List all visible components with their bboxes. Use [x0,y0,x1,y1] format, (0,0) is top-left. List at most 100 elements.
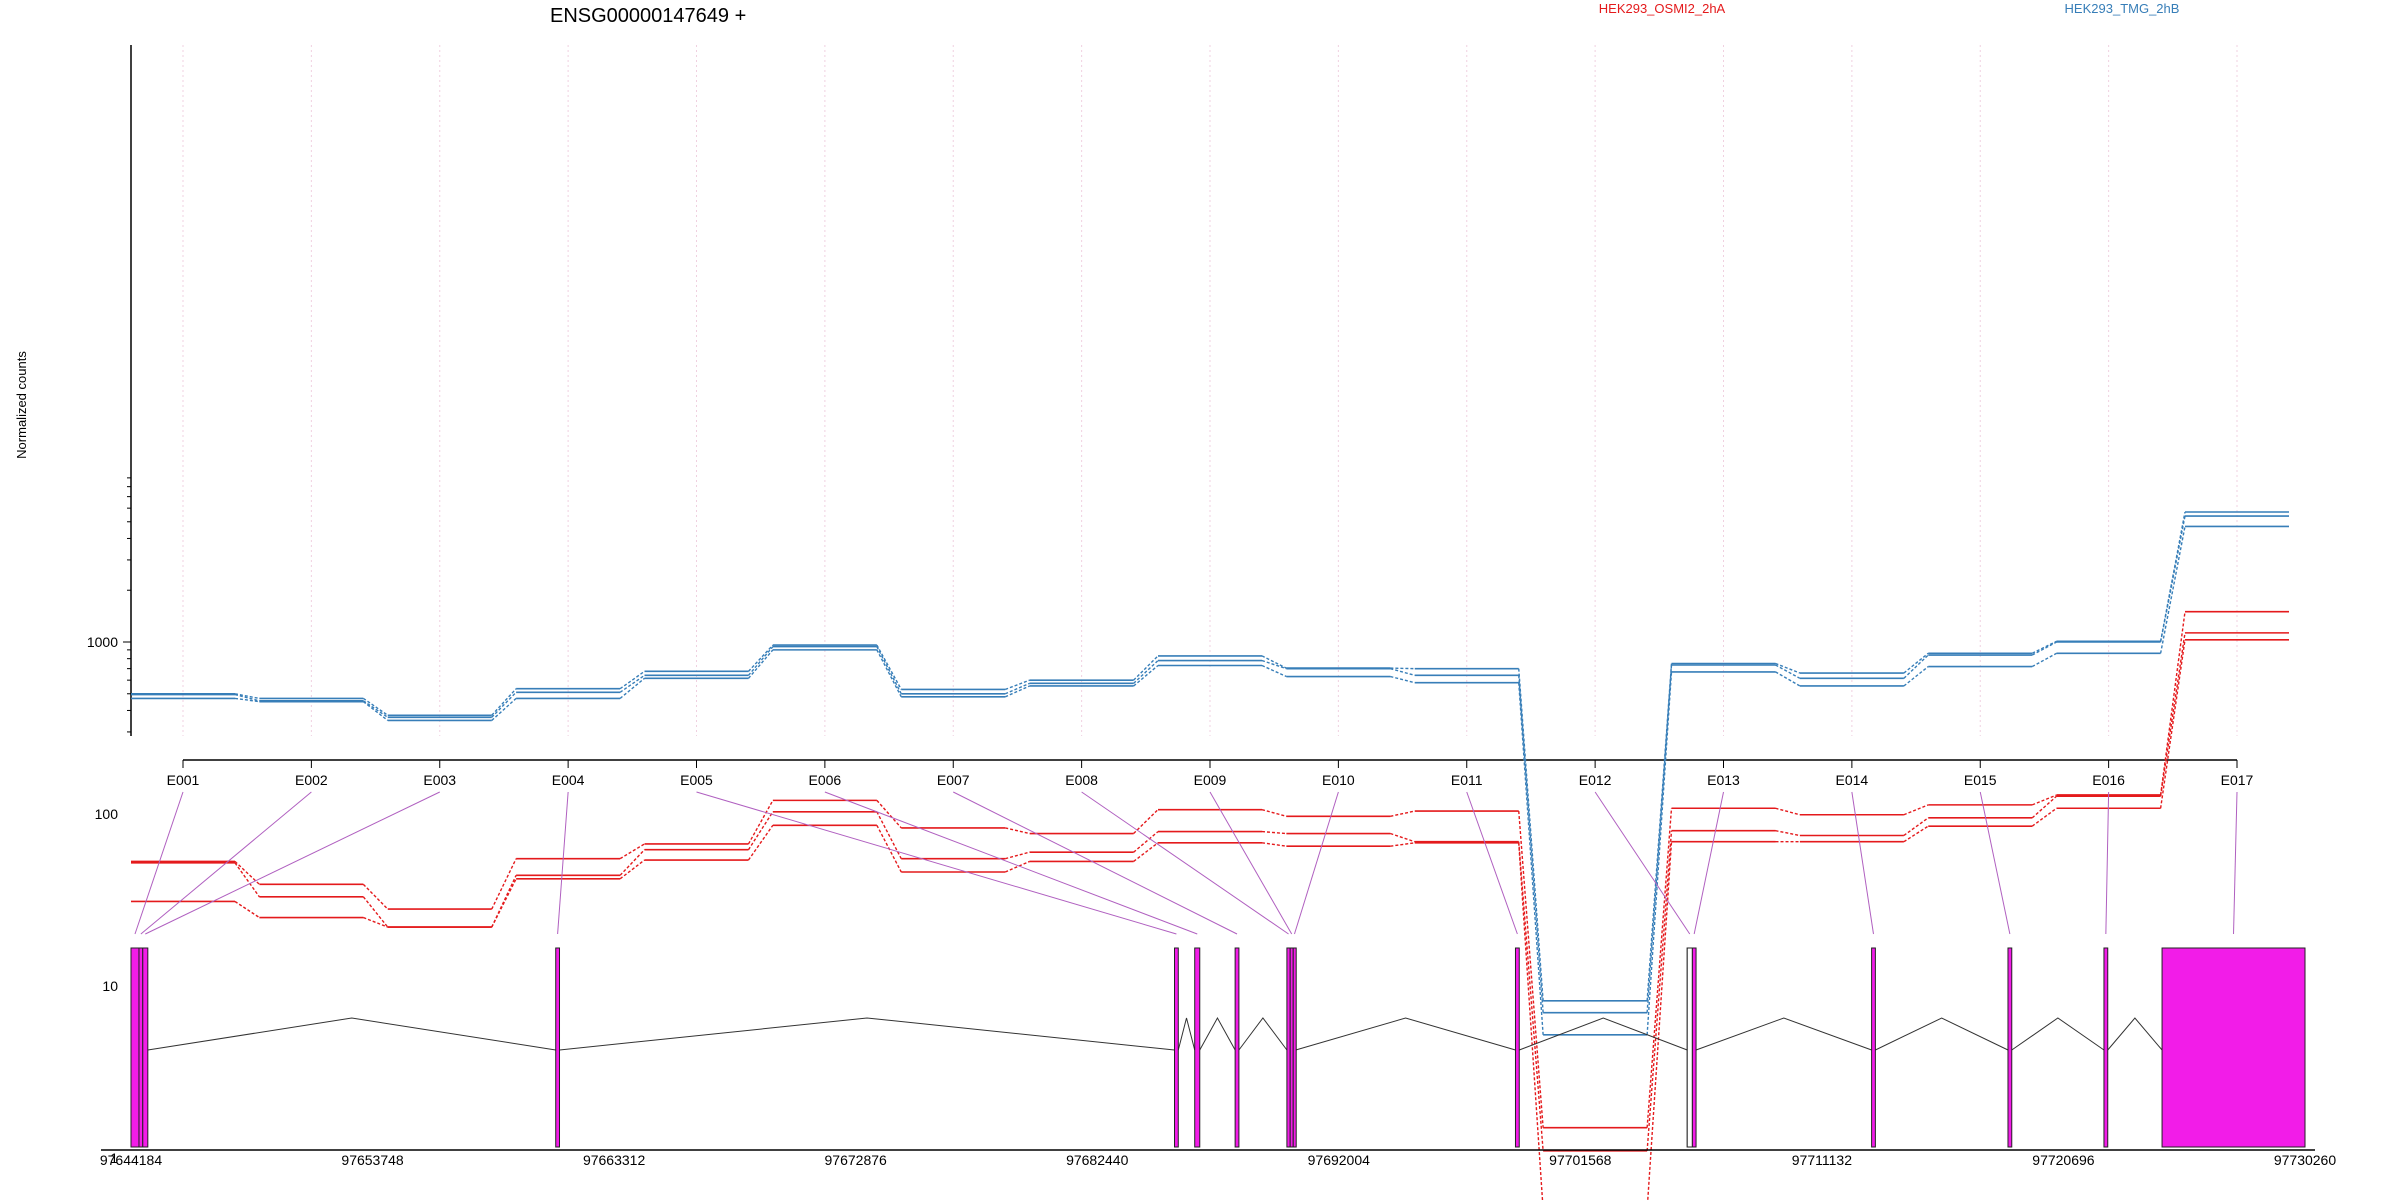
exon-E015 [2007,947,2013,1148]
exon-connectors [134,791,2238,935]
series-connector [1390,810,1415,817]
exon-connector-E012 [1594,791,1691,935]
series-connector [234,693,260,702]
series-connector [1261,842,1287,847]
intron [1177,1017,1196,1051]
series-connector [619,843,645,860]
series-connector [362,697,389,716]
series-connector [1261,830,1287,835]
series-connector [1390,832,1415,843]
series-connector [1518,842,1544,1200]
x-tick-label: E016 [2092,772,2125,788]
series-connector [2159,639,2186,809]
y-axis-label: Normalized counts [14,351,29,459]
exon-E005 [1174,947,1179,1148]
exon-E006 [1194,947,1201,1148]
y-axis: 1 10 100 1000 [87,45,132,1166]
intron [1199,1016,1236,1051]
series-HEK293_TMG_2hB [131,525,2289,1036]
series-connector [234,900,260,919]
series-connector [1005,851,1030,860]
coord-tick-label: 97653748 [341,1152,404,1168]
series-connector [2031,640,2057,654]
chart-title: ENSG00000147649 + [550,5,746,27]
exon-connector-E010 [1293,791,1339,935]
series-connector [747,800,774,845]
exon-E001 [130,947,140,1148]
series-connector [1646,830,1673,1151]
series-connector [1647,841,1673,1200]
series-connector [1133,660,1159,684]
series-connector [1004,682,1030,695]
series-connector [1004,685,1030,698]
series-connector [362,896,389,928]
series-connector [1133,831,1159,853]
intron [1519,1017,1688,1051]
series-connector [747,646,774,676]
series-connector [1903,804,1929,816]
x-tick-label: E006 [809,772,842,788]
series-connector [362,883,389,910]
series-connector [747,644,774,672]
exon-connector-E009 [1209,791,1293,935]
series-connector [1903,817,1929,837]
exon-E002 [138,947,144,1148]
x-tick-label: E013 [1707,772,1740,788]
coord-tick-label: 97663312 [583,1152,646,1168]
series-connector [1646,663,1673,1001]
series-connector [234,862,260,898]
coord-tick-label: 97730260 [2274,1152,2337,1168]
series-connector [1390,842,1415,847]
series-connector [2159,526,2186,654]
exon-E017 [2161,947,2306,1148]
coord-tick-label: 97720696 [2032,1152,2095,1168]
intron [1238,1017,1288,1051]
series-connector [1903,654,1929,679]
exon-connector-E008 [1081,791,1289,935]
series-connector [1261,664,1287,678]
x-tick-label: E009 [1194,772,1227,788]
x-tick-label: E012 [1579,772,1612,788]
series-connector [491,691,517,718]
intron [559,1017,1175,1051]
x-tick-label: E002 [295,772,328,788]
series-connector [1518,682,1544,1035]
series-connector [747,811,774,851]
series-connector [1775,829,1801,837]
exon-connector-E002 [140,791,312,935]
exon-E003 [142,947,149,1148]
exon-connector-E005 [696,791,1177,935]
series-connector [491,878,517,928]
series-connector [747,649,774,679]
coord-tick-label: 97701568 [1549,1152,1612,1168]
x-tick-label: E008 [1065,772,1098,788]
series-connector [1390,667,1415,670]
series-connector [2159,515,2186,643]
coord-tick-label: 97711132 [1792,1152,1852,1168]
series-connector [2159,632,2186,797]
series-connector [1518,668,1544,1001]
series-connector [1518,841,1544,1151]
exon-connector-E015 [1979,791,2011,935]
series-connector [1004,860,1030,873]
series-connector [491,697,517,721]
series-connector [1775,671,1801,687]
series-HEK293_OSMI2_2hA [131,610,2289,1129]
series-connector [362,700,389,718]
intron [1695,1017,1872,1051]
coord-tick-label: 97672876 [825,1152,888,1168]
coord-tick-label: 97644184 [100,1152,163,1168]
exon-E014 [1871,947,1876,1148]
series-connector [491,875,517,928]
series-connector [1390,675,1415,684]
series-connector [2031,795,2058,819]
series-connector [1133,809,1159,835]
series-connector [2031,641,2057,656]
gene-model [130,947,2306,1148]
series-connector [1518,675,1544,1013]
x-tick-label: E011 [1451,772,1483,788]
series-connector [1261,659,1287,670]
exon-E007 [1234,947,1240,1148]
series-connector [1903,665,1929,687]
series-connector [2031,652,2057,668]
